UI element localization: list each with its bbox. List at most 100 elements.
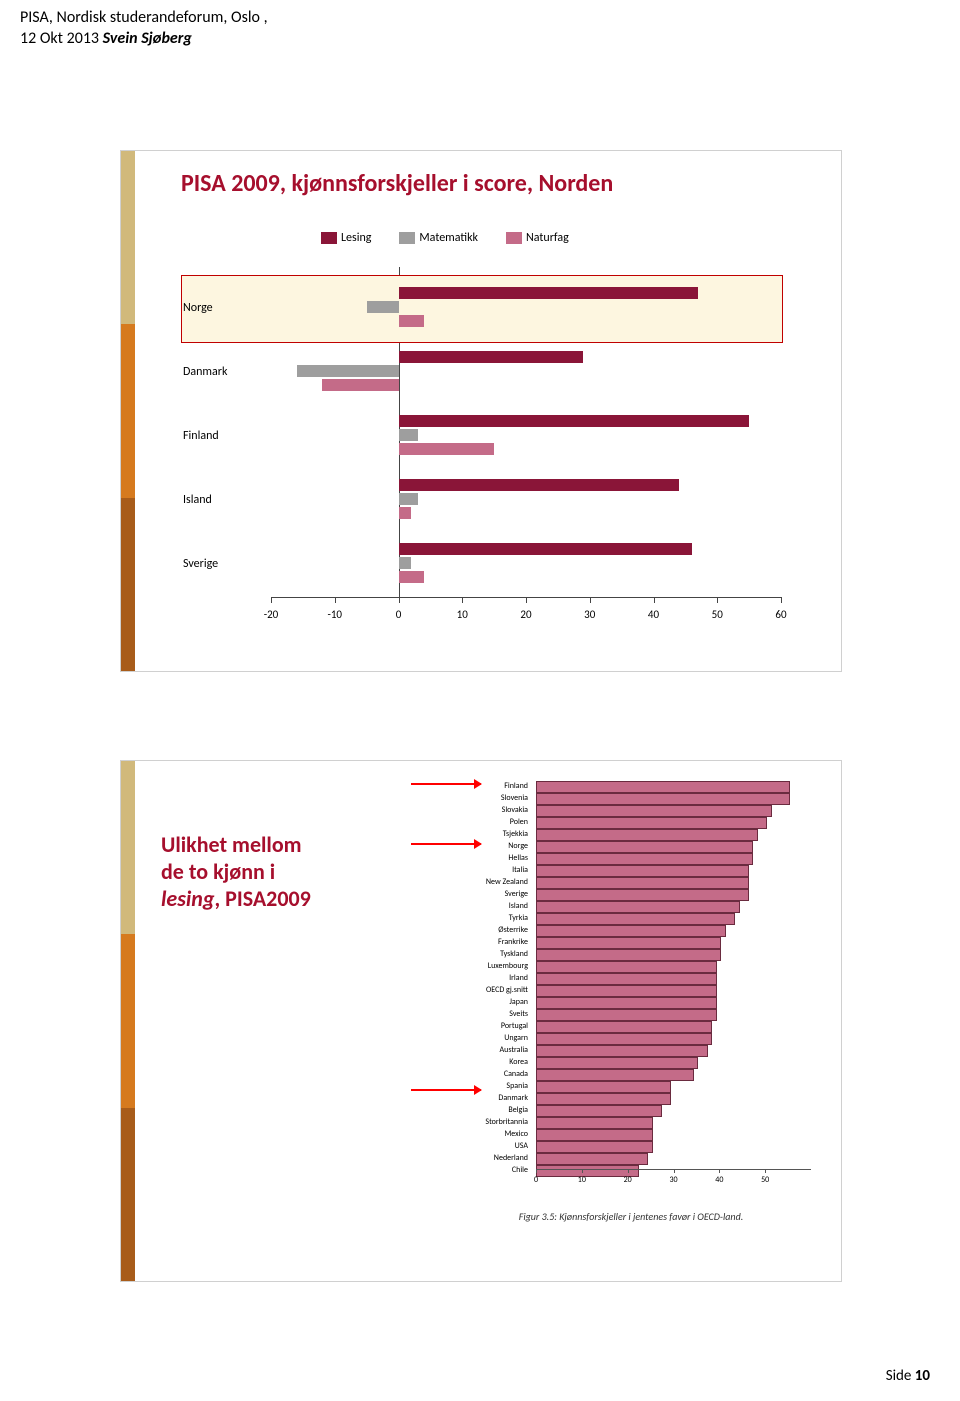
x-tick [765, 1169, 766, 1173]
x-tick-label: 10 [457, 608, 468, 621]
country-label: Canada [441, 1069, 531, 1079]
x-tick-label: 20 [520, 608, 531, 621]
x-tick-label: 50 [712, 608, 723, 621]
bar [536, 1093, 671, 1105]
legend-swatch [321, 232, 337, 244]
bar [536, 853, 753, 865]
page-footer: Side 10 [886, 1367, 930, 1385]
country-label: Luxembourg [441, 961, 531, 971]
chart2: FinlandSloveniaSlovakiaPolenTsjekkiaNorg… [441, 779, 821, 1189]
chart1-plot: -20-100102030405060NorgeDanmarkFinlandIs… [271, 267, 781, 598]
x-tick-label: 50 [761, 1175, 769, 1185]
country-label: Ungarn [441, 1033, 531, 1043]
country-label: Storbritannia [441, 1117, 531, 1127]
bar [536, 781, 790, 793]
x-tick [271, 597, 272, 603]
bar [536, 877, 749, 889]
bar [399, 543, 692, 555]
bar [536, 793, 790, 805]
chart2-caption: Figur 3.5: Kjønnsforskjeller i jentenes … [441, 1210, 821, 1223]
arrow [411, 843, 481, 845]
bar [536, 1009, 717, 1021]
bar [536, 949, 721, 961]
slide1-title: PISA 2009, kjønnsforskjeller i score, No… [181, 169, 613, 198]
x-tick-label: 30 [669, 1175, 677, 1185]
bar [297, 365, 399, 377]
bar [399, 571, 425, 583]
country-label: Irland [441, 973, 531, 983]
chart1: Lesing Matematikk Naturfag -20-10010203040… [181, 231, 801, 651]
bar [536, 973, 717, 985]
x-tick-label: 30 [584, 608, 595, 621]
page: PISA, Nordisk studerandeforum, Oslo , 12… [0, 0, 960, 1401]
bar [399, 479, 680, 491]
bar [536, 1153, 648, 1165]
country-label: Sverige [441, 889, 531, 899]
country-label: Tyrkia [441, 913, 531, 923]
country-label: Portugal [441, 1021, 531, 1031]
slide-sidebar [121, 151, 135, 671]
x-tick-label: 40 [715, 1175, 723, 1185]
country-label: Japan [441, 997, 531, 1007]
x-tick-label: 10 [578, 1175, 586, 1185]
chart2-wrap: FinlandSloveniaSlovakiaPolenTsjekkiaNorg… [441, 779, 821, 1229]
bar [536, 817, 767, 829]
legend-label: Matematikk [419, 231, 478, 245]
country-label: Nederland [441, 1153, 531, 1163]
country-label: Danmark [441, 1093, 531, 1103]
slide2-text: Ulikhet mellom de to kjønn i lesing, PIS… [161, 831, 421, 912]
x-tick [335, 597, 336, 603]
x-tick [590, 597, 591, 603]
bar [536, 901, 740, 913]
bar [322, 379, 399, 391]
country-label: Island [441, 901, 531, 911]
legend-label: Naturfag [526, 231, 569, 245]
bar [399, 315, 425, 327]
bar [536, 985, 717, 997]
chart1-legend: Lesing Matematikk Naturfag [321, 231, 569, 245]
arrow [411, 783, 481, 785]
x-tick-label: 0 [396, 608, 402, 621]
bar [536, 997, 717, 1009]
country-label: USA [441, 1141, 531, 1151]
x-tick [717, 597, 718, 603]
bar [536, 1129, 653, 1141]
arrow [411, 1089, 481, 1091]
bar [536, 1117, 653, 1129]
country-label: Polen [441, 817, 531, 827]
x-tick [674, 1169, 675, 1173]
bar [536, 829, 758, 841]
country-label: Belgia [441, 1105, 531, 1115]
x-tick [781, 597, 782, 603]
country-label: Italia [441, 865, 531, 875]
bar [399, 493, 418, 505]
country-label: Tsjekkia [441, 829, 531, 839]
x-tick-label: 0 [534, 1175, 538, 1185]
bar [536, 961, 717, 973]
bar [399, 557, 412, 569]
country-label: New Zealand [441, 877, 531, 887]
slide-1: PISA 2009, kjønnsforskjeller i score, No… [120, 150, 842, 672]
slide-sidebar [121, 761, 135, 1281]
sidebar-seg [121, 151, 135, 324]
bar [536, 1045, 708, 1057]
legend-label: Lesing [341, 231, 371, 245]
country-label: Frankrike [441, 937, 531, 947]
sidebar-seg [121, 498, 135, 671]
legend-item: Matematikk [399, 231, 478, 245]
country-label: Australia [441, 1045, 531, 1055]
bar [536, 913, 735, 925]
bar [399, 415, 750, 427]
legend-swatch [399, 232, 415, 244]
bar [536, 1021, 712, 1033]
x-tick [526, 597, 527, 603]
slide-2: Ulikhet mellom de to kjønn i lesing, PIS… [120, 760, 842, 1282]
country-label: Sveits [441, 1009, 531, 1019]
bar [536, 937, 721, 949]
x-tick [399, 597, 400, 603]
country-label: Chile [441, 1165, 531, 1175]
bar [536, 1057, 698, 1069]
country-label: Danmark [183, 365, 263, 379]
country-label: Sverige [183, 557, 263, 571]
bar [367, 301, 399, 313]
